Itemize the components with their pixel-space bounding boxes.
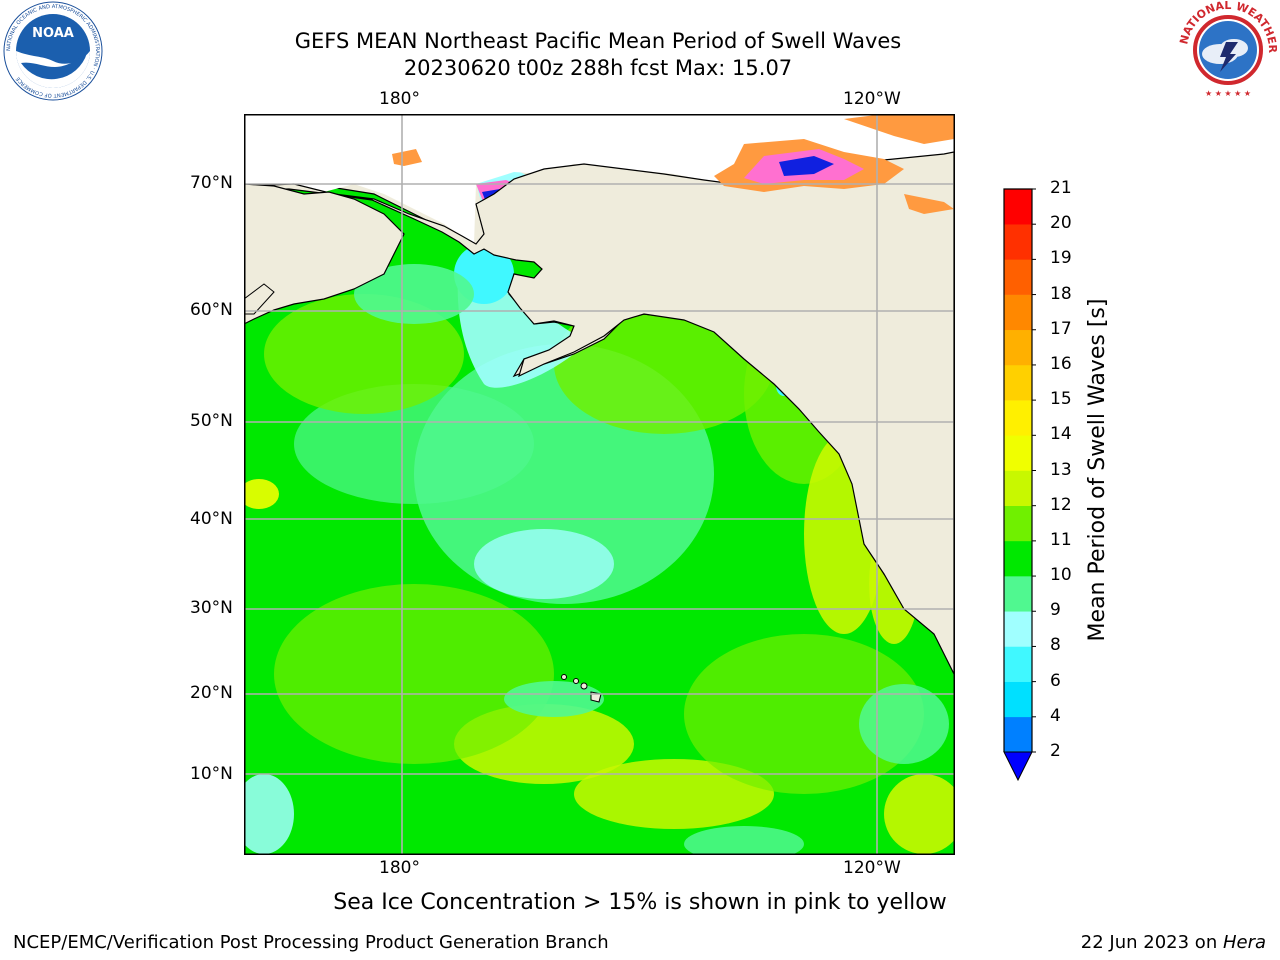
colorbar-segment [1004, 259, 1032, 295]
colorbar-tick-label: 4 [1050, 705, 1061, 726]
colorbar-segment [1004, 400, 1032, 436]
colorbar-segment [1004, 470, 1032, 506]
colorbar-segment [1004, 364, 1032, 401]
lat-label-70n: 70°N [190, 173, 233, 193]
colorbar-label: Mean Period of Swell Waves [s] [1085, 298, 1110, 642]
colorbar-tick-label: 10 [1050, 565, 1072, 586]
footer-host: Hera [1222, 932, 1266, 953]
footer-date: 22 Jun 2023 on Hera [1081, 932, 1266, 953]
colorbar-segment [1004, 681, 1032, 718]
colorbar-tick-label: 16 [1050, 353, 1072, 374]
map-frame [244, 114, 955, 855]
lat-label-10n: 10°N [190, 764, 233, 784]
colorbar-tick-label: 14 [1050, 424, 1072, 445]
noaa-logo: NOAA NATIONAL OCEANIC AND ATMOSPHERIC AD… [3, 1, 103, 101]
colorbar-segment [1004, 716, 1032, 753]
nws-logo: NATIONAL WEATHER SERVICE ★ ★ ★ ★ ★ [1176, 0, 1279, 98]
footer-date-text: 22 Jun 2023 on [1080, 932, 1223, 953]
colorbar-segment [1004, 611, 1032, 647]
colorbar-tick-label: 8 [1050, 635, 1061, 656]
colorbar-tick-label: 13 [1050, 459, 1072, 480]
noaa-logo-text: NOAA [32, 26, 74, 41]
graticule [244, 114, 954, 854]
colorbar-tick-label: 2 [1050, 741, 1061, 761]
colorbar-segment [1004, 646, 1032, 682]
land-asia [244, 183, 405, 325]
colorbar-segment [1004, 294, 1032, 331]
footer-branch: NCEP/EMC/Verification Post Processing Pr… [13, 932, 609, 953]
colorbar-segment [1004, 505, 1032, 542]
svg-text:★ ★ ★ ★ ★: ★ ★ ★ ★ ★ [1205, 89, 1251, 98]
colorbar-tick-label: 17 [1050, 318, 1072, 339]
colorbar-tick-label: 6 [1050, 670, 1061, 691]
lat-label-20n: 20°N [190, 683, 233, 703]
colorbar-segment [1004, 189, 1032, 225]
colorbar [1003, 188, 1036, 782]
colorbar-tick-label: 11 [1050, 529, 1072, 550]
chart-title: GEFS MEAN Northeast Pacific Mean Period … [294, 29, 902, 53]
colorbar-tick-label: 12 [1050, 494, 1072, 515]
lon-label-top-120w: 120°W [843, 89, 901, 109]
swell-period-map [244, 114, 955, 855]
colorbar-tick-label: 15 [1050, 389, 1072, 410]
chart-subtitle: 20230620 t00z 288h fcst Max: 15.07 [403, 56, 793, 80]
colorbar-segment [1004, 435, 1032, 471]
lat-label-50n: 50°N [190, 411, 233, 431]
sea-ice-footnote: Sea Ice Concentration > 15% is shown in … [333, 890, 947, 915]
colorbar-tick-label: 19 [1050, 248, 1072, 269]
lon-label-top-180: 180° [379, 89, 420, 109]
lat-label-40n: 40°N [190, 509, 233, 529]
lon-label-bottom-120w: 120°W [843, 858, 901, 878]
colorbar-segment [1004, 576, 1032, 612]
colorbar-segment [1004, 540, 1032, 577]
lat-label-30n: 30°N [190, 598, 233, 618]
colorbar-under-arrow [1003, 751, 1033, 782]
colorbar-tick-label: 20 [1050, 213, 1072, 234]
colorbar-tick-label: 21 [1050, 178, 1072, 198]
lon-label-bottom-180: 180° [379, 858, 420, 878]
colorbar-tick-label: 9 [1050, 600, 1061, 621]
colorbar-segment [1004, 224, 1032, 260]
colorbar-tick-label: 18 [1050, 283, 1072, 304]
colorbar-segment [1004, 329, 1032, 366]
lat-label-60n: 60°N [190, 300, 233, 320]
